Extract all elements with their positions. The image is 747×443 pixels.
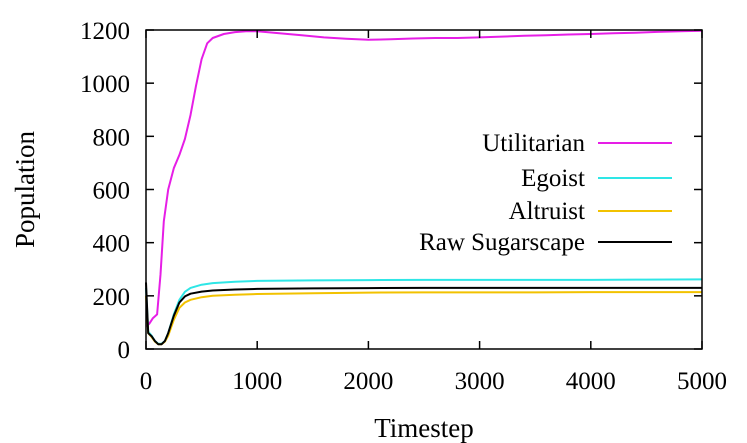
- series-layer: [145, 29, 703, 346]
- x-tick-label: 1000: [232, 368, 282, 395]
- x-tick-label: 2000: [343, 368, 393, 395]
- y-tick-label: 600: [93, 178, 131, 205]
- y-tick-label: 0: [118, 337, 131, 364]
- ticks-layer: 0 1000 2000 3000 4000 5000 0 200 400 600 800 1000 12…: [80, 18, 727, 395]
- series-line-altruist: [145, 291, 702, 346]
- series-line-raw-sugarscape: [145, 282, 702, 346]
- legend-label: Altruist: [509, 198, 585, 225]
- y-tick-label: 1200: [80, 18, 130, 45]
- legend-label: Utilitarian: [482, 130, 585, 157]
- legend-label: Raw Sugarscape: [419, 229, 585, 256]
- x-tick-label: 0: [140, 368, 153, 395]
- x-axis-label: Timestep: [374, 413, 474, 443]
- y-tick-label: 1000: [80, 71, 130, 98]
- y-tick-label: 800: [93, 124, 131, 151]
- y-axis-label: Population: [10, 131, 40, 249]
- y-tick-label: 200: [93, 284, 131, 311]
- x-tick-label: 3000: [455, 368, 505, 395]
- x-tick-label: 4000: [566, 368, 616, 395]
- y-tick-label: 400: [93, 231, 131, 258]
- series-line-utilitarian: [145, 29, 703, 328]
- plot-frame: [145, 29, 703, 350]
- legend: Utilitarian Egoist Altruist Raw Sugarscape: [419, 130, 672, 256]
- legend-label: Egoist: [521, 165, 585, 192]
- x-tick-label: 5000: [677, 368, 727, 395]
